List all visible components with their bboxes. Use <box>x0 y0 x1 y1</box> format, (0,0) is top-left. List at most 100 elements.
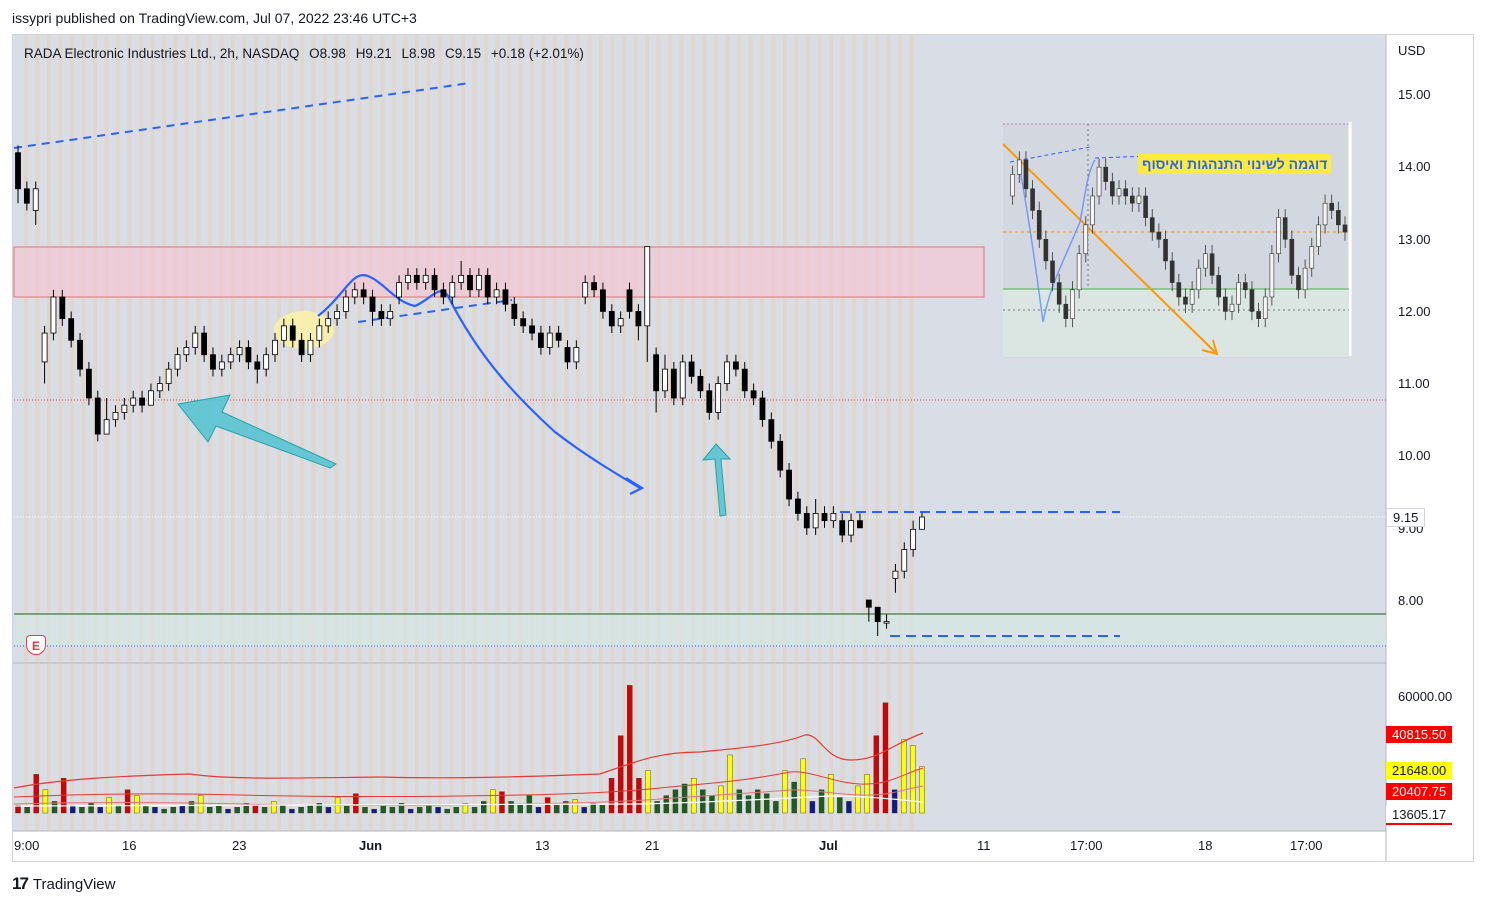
volume-bar <box>800 758 806 814</box>
candle <box>218 354 225 377</box>
volume-bar <box>307 805 313 814</box>
session-stripe <box>909 35 914 831</box>
earnings-badge-icon[interactable]: E <box>26 635 46 655</box>
hebrew-annotation[interactable]: דוגמה לשינוי התנהגות ואיסוף <box>1138 154 1332 174</box>
candle <box>254 354 261 384</box>
symbol-legend[interactable]: RADA Electronic Industries Ltd., 2h, NAS… <box>24 46 590 61</box>
time-tick: 21 <box>645 838 659 853</box>
session-stripe <box>748 35 753 831</box>
inset-candle-body <box>1169 260 1175 283</box>
session-stripe <box>783 35 787 831</box>
candle <box>529 318 535 341</box>
volume-bar <box>554 805 560 814</box>
volume-bar <box>782 770 788 814</box>
candle <box>77 333 83 377</box>
inset-candle-body <box>1242 282 1248 291</box>
candle-body <box>121 404 128 413</box>
candle-body <box>351 289 358 298</box>
candle <box>148 383 154 406</box>
candle <box>413 268 420 290</box>
footer-brand[interactable]: 17 TradingView <box>12 874 115 894</box>
candle-body <box>236 347 243 356</box>
candle-body <box>94 397 101 435</box>
price-candles <box>15 145 925 637</box>
candle <box>662 354 668 398</box>
candle <box>183 340 190 362</box>
candle <box>94 390 101 442</box>
volume-bar <box>663 795 670 814</box>
time-tick: 18 <box>1198 838 1212 853</box>
candle <box>706 383 713 420</box>
candle-body <box>475 274 482 291</box>
candle <box>901 542 908 579</box>
volume-bar <box>97 807 103 814</box>
candle <box>653 347 660 413</box>
session-stripe <box>116 35 120 831</box>
candle-body <box>786 469 792 500</box>
candle-body <box>458 274 465 283</box>
session-stripe <box>484 35 488 831</box>
candle <box>582 275 589 305</box>
inset-candle-body <box>1103 166 1109 182</box>
candle <box>210 347 216 377</box>
volume-bar <box>115 805 122 814</box>
publisher-header: issypri published on TradingView.com, Ju… <box>12 10 417 26</box>
blue-curve-path <box>317 274 641 489</box>
inset-candle-body <box>1056 282 1062 305</box>
chart-frame <box>12 34 1474 862</box>
volume-bar <box>608 778 615 814</box>
session-stripe <box>300 35 304 831</box>
candle-body <box>821 513 828 522</box>
session-stripe <box>806 35 810 831</box>
inset-candle-body <box>1183 296 1188 305</box>
inset-candle-body <box>1209 253 1215 276</box>
candle-body <box>218 361 225 370</box>
candle <box>768 412 775 449</box>
volume-bar <box>152 807 158 814</box>
candle-body <box>15 152 21 190</box>
inset-candle-body <box>1342 224 1348 233</box>
candle-body <box>334 311 340 320</box>
candle <box>201 325 208 362</box>
candle-body <box>174 354 181 370</box>
session-stripe <box>817 35 822 831</box>
candle <box>458 260 465 290</box>
session-stripe <box>702 35 707 831</box>
inset-candle-body <box>1276 217 1281 255</box>
candle-body <box>715 383 722 413</box>
candle-body <box>245 347 252 363</box>
time-tick: 16 <box>122 838 136 853</box>
candle <box>670 361 677 406</box>
volume-bar <box>207 807 213 814</box>
volume-bar <box>389 807 396 814</box>
candle <box>874 606 881 637</box>
time-tick: 23 <box>232 838 246 853</box>
candle <box>174 347 181 377</box>
session-stripe <box>518 35 523 831</box>
session-stripe <box>162 35 166 831</box>
candle-body <box>830 513 837 522</box>
session-stripe <box>886 35 891 831</box>
candle-body <box>520 318 527 327</box>
candle-body <box>369 296 376 312</box>
time-axis: 9:00 16 23 Jun 13 21 Jul 11 17:00 18 17:… <box>14 838 1323 853</box>
session-stripe <box>633 35 638 831</box>
vol-ma-red-lower <box>13 785 924 806</box>
volume-bar <box>15 805 21 814</box>
candle-body <box>679 361 686 399</box>
volume-bar <box>517 805 523 814</box>
volume-bar <box>380 805 386 814</box>
volume-bar <box>453 807 460 814</box>
inset-candle-body <box>1023 159 1029 190</box>
inset-candle-body <box>1129 195 1135 204</box>
volume-bar <box>617 735 624 814</box>
legend-close: C9.15 <box>445 46 482 61</box>
volume-bar <box>681 783 688 814</box>
volume-bar <box>891 789 898 814</box>
candle-body <box>325 318 332 327</box>
volume-bar <box>773 801 779 814</box>
inset-candle-body <box>1030 188 1035 211</box>
time-tick: Jun <box>359 838 382 853</box>
candle <box>387 304 394 326</box>
